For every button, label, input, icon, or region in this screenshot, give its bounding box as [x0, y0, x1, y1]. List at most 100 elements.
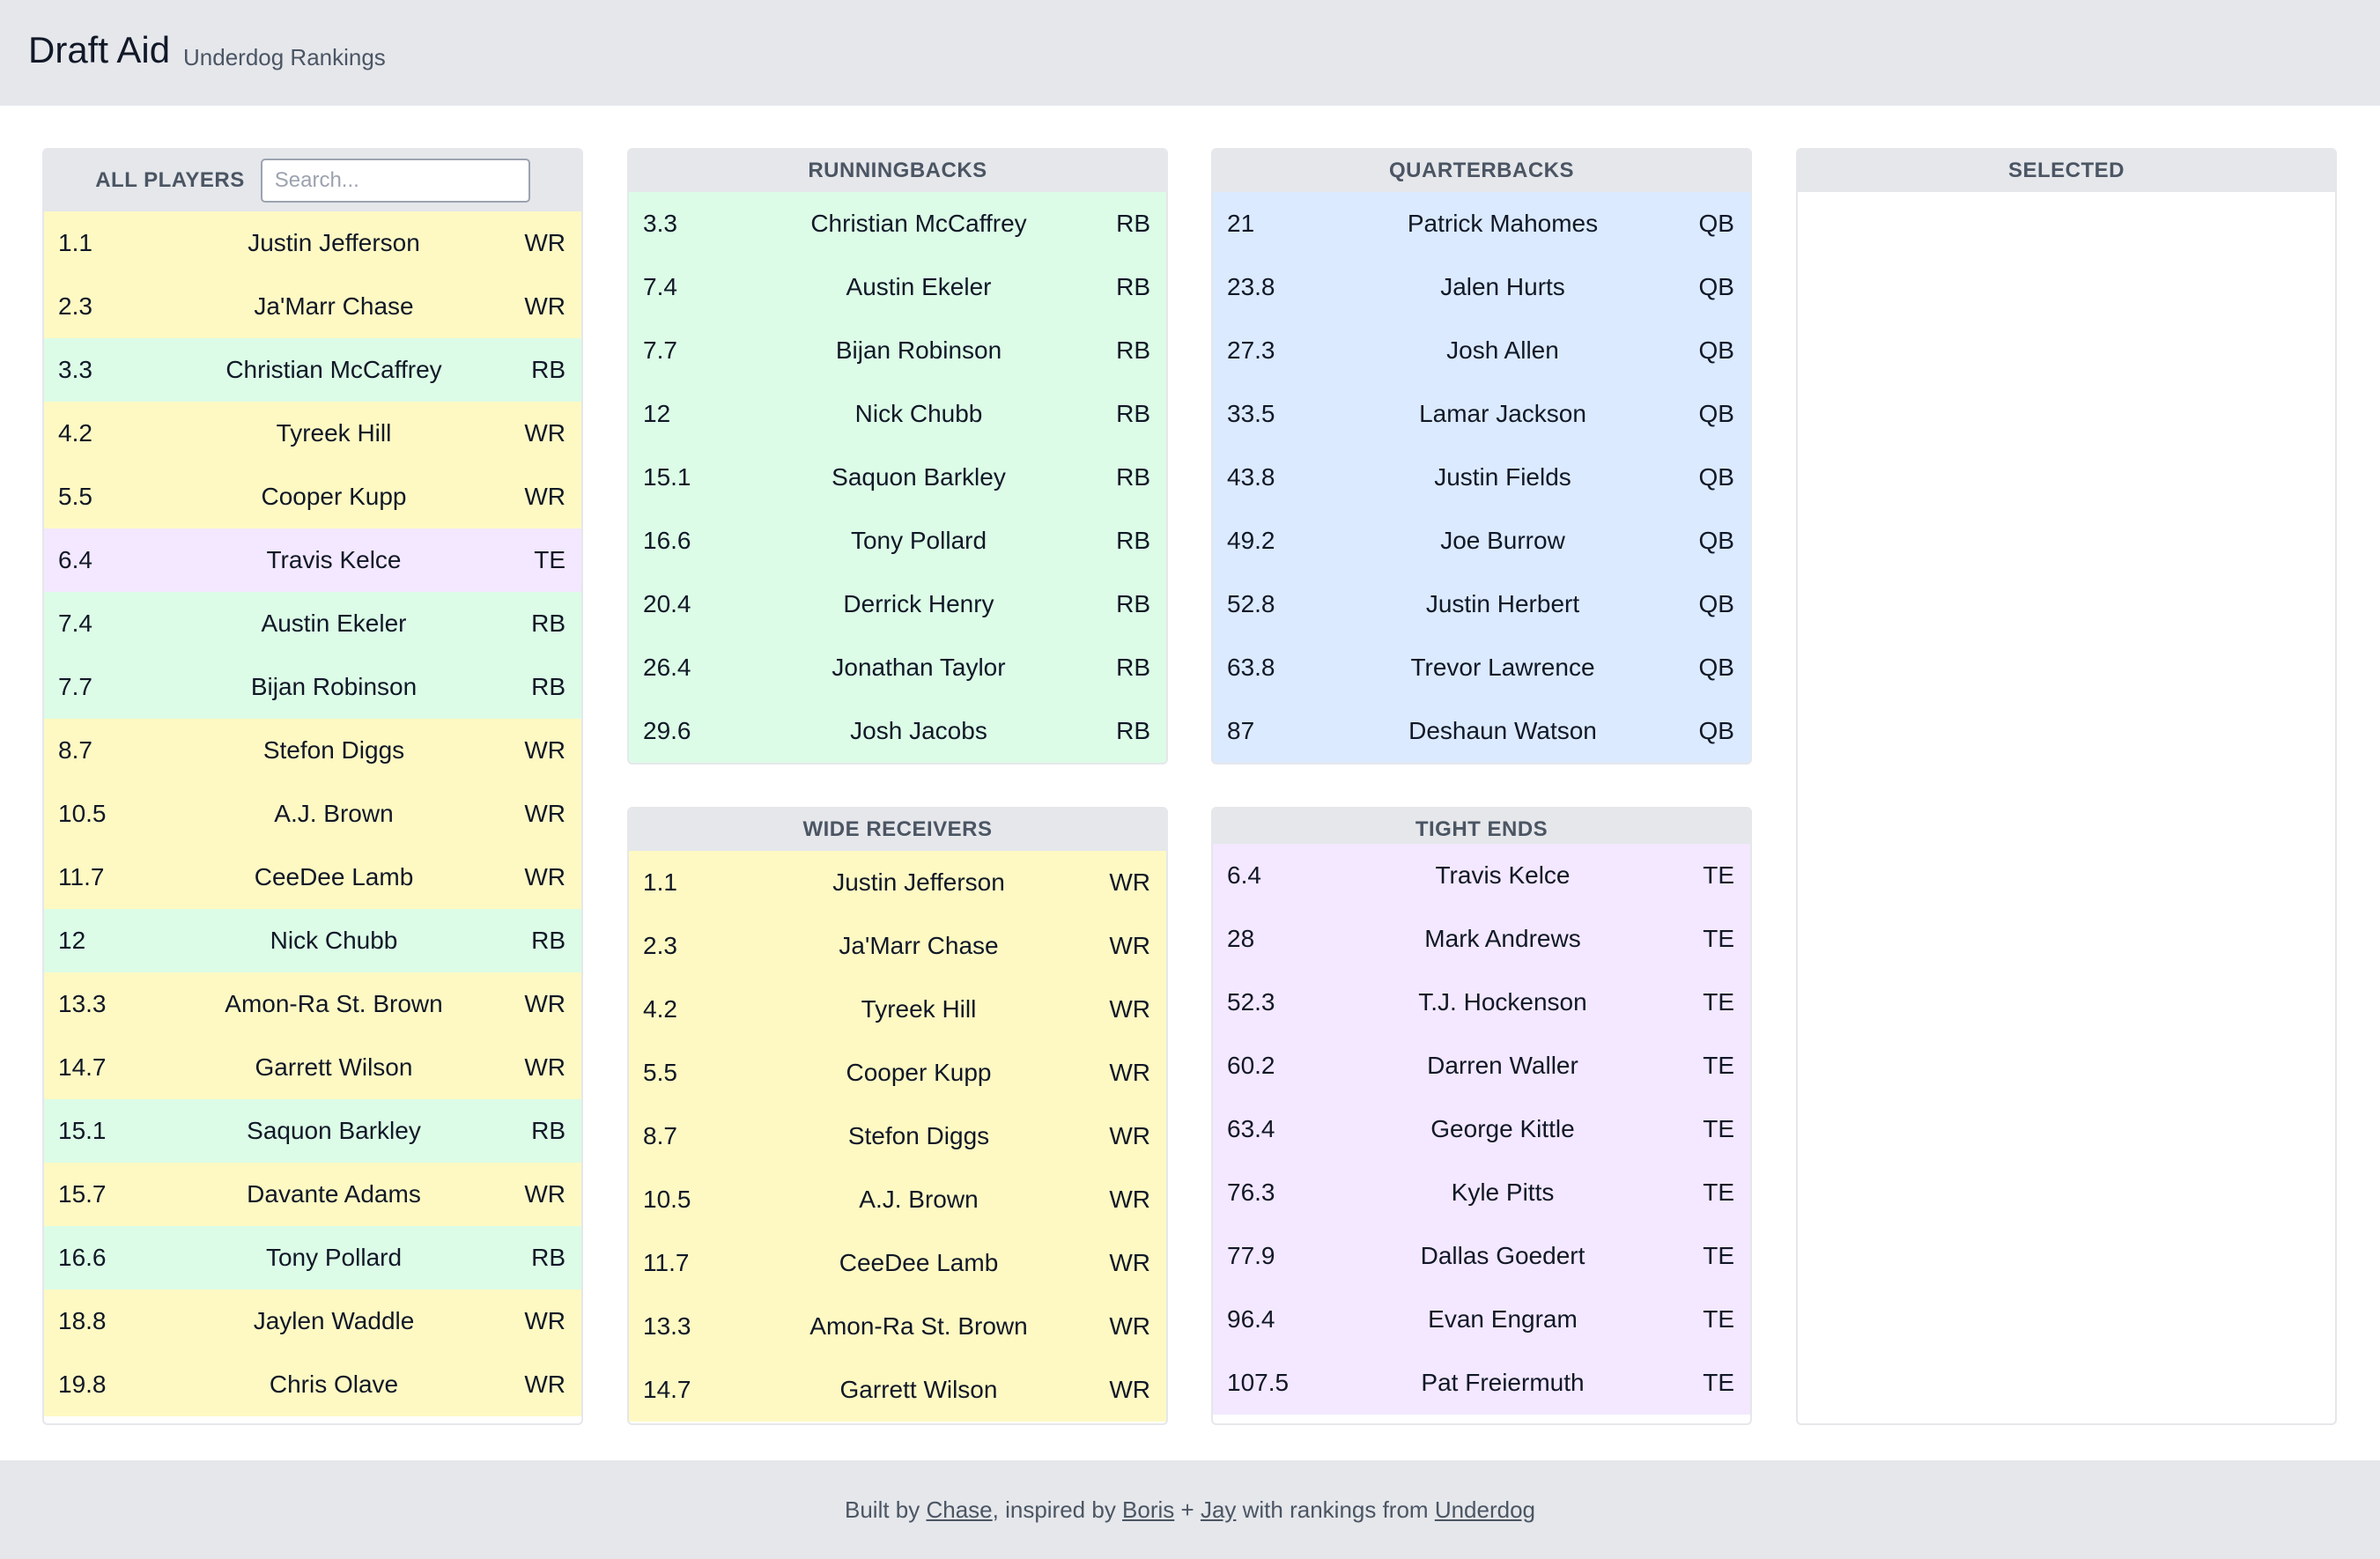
player-name: Jonathan Taylor	[832, 654, 1006, 681]
player-rank: 29.6	[643, 717, 691, 744]
player-row[interactable]: 28 Mark Andrews TE	[1213, 907, 1750, 971]
player-position: WR	[1109, 868, 1150, 896]
player-row[interactable]: 4.2 Tyreek Hill WR	[44, 402, 581, 465]
player-name: George Kittle	[1430, 1115, 1575, 1142]
player-position: RB	[1116, 654, 1150, 681]
player-row[interactable]: 18.8 Jaylen Waddle WR	[44, 1289, 581, 1353]
player-position: RB	[531, 673, 565, 700]
player-row[interactable]: 14.7 Garrett Wilson WR	[629, 1358, 1166, 1422]
player-name: Austin Ekeler	[846, 273, 992, 300]
player-rank: 77.9	[1227, 1242, 1275, 1269]
player-row[interactable]: 29.6 Josh Jacobs RB	[629, 699, 1166, 763]
tight-ends-title: TIGHT ENDS	[1415, 817, 1548, 841]
player-rank: 13.3	[58, 990, 107, 1017]
player-position: RB	[1116, 210, 1150, 237]
player-position: RB	[1116, 400, 1150, 427]
player-row[interactable]: 13.3 Amon-Ra St. Brown WR	[629, 1295, 1166, 1358]
player-row[interactable]: 52.8 Justin Herbert QB	[1213, 573, 1750, 636]
player-row[interactable]: 7.4 Austin Ekeler RB	[44, 592, 581, 655]
player-row[interactable]: 5.5 Cooper Kupp WR	[44, 465, 581, 528]
player-row[interactable]: 1.1 Justin Jefferson WR	[44, 211, 581, 275]
player-row[interactable]: 33.5 Lamar Jackson QB	[1213, 382, 1750, 446]
player-rank: 2.3	[643, 932, 677, 959]
player-row[interactable]: 7.7 Bijan Robinson RB	[629, 319, 1166, 382]
footer-link-underdog[interactable]: Underdog	[1434, 1496, 1536, 1523]
player-name: Trevor Lawrence	[1410, 654, 1595, 681]
player-row[interactable]: 11.7 CeeDee Lamb WR	[629, 1231, 1166, 1295]
player-row[interactable]: 60.2 Darren Waller TE	[1213, 1034, 1750, 1097]
player-row[interactable]: 2.3 Ja'Marr Chase WR	[44, 275, 581, 338]
player-row[interactable]: 96.4 Evan Engram TE	[1213, 1288, 1750, 1351]
player-row[interactable]: 49.2 Joe Burrow QB	[1213, 509, 1750, 573]
player-name: Josh Allen	[1446, 336, 1559, 364]
selected-title: SELECTED	[2007, 159, 2125, 182]
player-rank: 8.7	[643, 1122, 677, 1149]
player-position: QB	[1698, 336, 1734, 364]
player-row[interactable]: 77.9 Dallas Goedert TE	[1213, 1224, 1750, 1288]
footer-link-boris[interactable]: Boris	[1122, 1496, 1175, 1523]
player-row[interactable]: 7.7 Bijan Robinson RB	[44, 655, 581, 719]
player-row[interactable]: 63.8 Trevor Lawrence QB	[1213, 636, 1750, 699]
player-rank: 20.4	[643, 590, 691, 617]
player-row[interactable]: 13.3 Amon-Ra St. Brown WR	[44, 972, 581, 1036]
player-row[interactable]: 10.5 A.J. Brown WR	[44, 782, 581, 846]
player-row[interactable]: 12 Nick Chubb RB	[629, 382, 1166, 446]
player-position: TE	[1703, 988, 1734, 1016]
tight-ends-panel: TIGHT ENDS 6.4 Travis Kelce TE 28 Mark Andre…	[1211, 807, 1752, 1425]
player-position: TE	[1703, 1115, 1734, 1142]
player-row[interactable]: 16.6 Tony Pollard RB	[44, 1226, 581, 1289]
player-row[interactable]: 8.7 Stefon Diggs WR	[629, 1105, 1166, 1168]
footer-link-chase[interactable]: Chase	[926, 1496, 993, 1523]
player-name: Davante Adams	[247, 1180, 421, 1208]
player-row[interactable]: 107.5 Pat Freiermuth TE	[1213, 1351, 1750, 1415]
player-position: RB	[531, 356, 565, 383]
player-position: WR	[524, 1180, 565, 1208]
player-row[interactable]: 27.3 Josh Allen QB	[1213, 319, 1750, 382]
player-row[interactable]: 11.7 CeeDee Lamb WR	[44, 846, 581, 909]
player-row[interactable]: 8.7 Stefon Diggs WR	[44, 719, 581, 782]
player-row[interactable]: 14.7 Garrett Wilson WR	[44, 1036, 581, 1099]
player-rank: 16.6	[643, 527, 691, 554]
player-position: RB	[531, 1244, 565, 1271]
player-row[interactable]: 63.4 George Kittle TE	[1213, 1097, 1750, 1161]
player-row[interactable]: 21 Patrick Mahomes QB	[1213, 192, 1750, 255]
player-name: Derrick Henry	[843, 590, 994, 617]
player-position: QB	[1698, 273, 1734, 300]
player-row[interactable]: 19.8 Chris Olave WR	[44, 1353, 581, 1416]
player-position: WR	[524, 1053, 565, 1081]
player-row[interactable]: 3.3 Christian McCaffrey RB	[44, 338, 581, 402]
footer-link-jay[interactable]: Jay	[1200, 1496, 1237, 1523]
search-input[interactable]	[260, 159, 530, 203]
player-row[interactable]: 26.4 Jonathan Taylor RB	[629, 636, 1166, 699]
player-position: WR	[1109, 1059, 1150, 1086]
player-row[interactable]: 7.4 Austin Ekeler RB	[629, 255, 1166, 319]
player-row[interactable]: 16.6 Tony Pollard RB	[629, 509, 1166, 573]
player-rank: 27.3	[1227, 336, 1275, 364]
player-row[interactable]: 23.8 Jalen Hurts QB	[1213, 255, 1750, 319]
player-row[interactable]: 43.8 Justin Fields QB	[1213, 446, 1750, 509]
player-row[interactable]: 4.2 Tyreek Hill WR	[629, 978, 1166, 1041]
player-row[interactable]: 76.3 Kyle Pitts TE	[1213, 1161, 1750, 1224]
player-row[interactable]: 6.4 Travis Kelce TE	[44, 528, 581, 592]
player-row[interactable]: 10.5 A.J. Brown WR	[629, 1168, 1166, 1231]
player-row[interactable]: 15.7 Davante Adams WR	[44, 1163, 581, 1226]
player-row[interactable]: 5.5 Cooper Kupp WR	[629, 1041, 1166, 1105]
player-position: WR	[524, 800, 565, 827]
player-row[interactable]: 15.1 Saquon Barkley RB	[44, 1099, 581, 1163]
player-rank: 23.8	[1227, 273, 1275, 300]
player-row[interactable]: 20.4 Derrick Henry RB	[629, 573, 1166, 636]
player-rank: 6.4	[58, 546, 92, 573]
player-row[interactable]: 87 Deshaun Watson QB	[1213, 699, 1750, 763]
player-row[interactable]: 12 Nick Chubb RB	[44, 909, 581, 972]
player-row[interactable]: 1.1 Justin Jefferson WR	[629, 851, 1166, 914]
player-row[interactable]: 2.3 Ja'Marr Chase WR	[629, 914, 1166, 978]
player-row[interactable]: 3.3 Christian McCaffrey RB	[629, 192, 1166, 255]
player-row[interactable]: 6.4 Travis Kelce TE	[1213, 844, 1750, 907]
player-row[interactable]: 15.1 Saquon Barkley RB	[629, 446, 1166, 509]
player-name: A.J. Brown	[859, 1186, 979, 1213]
player-position: RB	[1116, 717, 1150, 744]
player-row[interactable]: 52.3 T.J. Hockenson TE	[1213, 971, 1750, 1034]
player-position: WR	[524, 419, 565, 447]
player-name: Saquon Barkley	[247, 1117, 421, 1144]
runningbacks-panel: RUNNINGBACKS 3.3 Christian McCaffrey RB 7.4…	[627, 148, 1168, 765]
